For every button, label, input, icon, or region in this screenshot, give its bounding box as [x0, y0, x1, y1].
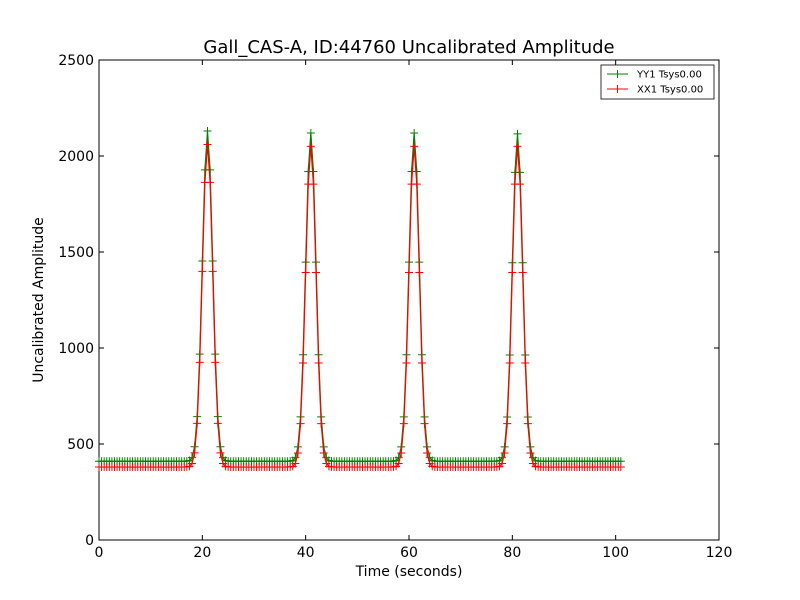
data-point [516, 168, 525, 177]
data-point [521, 358, 530, 367]
data-point [317, 419, 326, 428]
data-point [216, 448, 225, 457]
data-point [513, 129, 522, 138]
data-point [508, 268, 517, 277]
y-tick-label: 2500 [58, 53, 94, 69]
data-point [211, 358, 220, 367]
y-tick-label: 1000 [58, 341, 94, 357]
x-tick-label: 0 [95, 545, 104, 561]
data-point [203, 127, 212, 136]
legend-label-xx1: XX1 Tsys0.00 [637, 85, 703, 96]
x-tick-label: 120 [706, 545, 733, 561]
y-tick-label: 2000 [58, 149, 94, 165]
data-point [206, 178, 215, 187]
legend-label-yy1: YY1 Tsys0.00 [636, 70, 702, 81]
data-point [397, 448, 406, 457]
data-point [299, 358, 308, 367]
x-tick-label: 80 [503, 545, 521, 561]
data-point [503, 419, 512, 428]
y-axis-label: Uncalibrated Amplitude [31, 217, 47, 383]
data-point [399, 419, 408, 428]
data-point [293, 448, 302, 457]
data-point [314, 358, 323, 367]
data-point [412, 167, 421, 176]
series-line [99, 144, 621, 468]
x-axis: 0 20 40 60 80 100 120 [95, 60, 733, 561]
data-point [405, 268, 413, 277]
y-tick-label: 500 [67, 437, 94, 453]
data-point [208, 267, 217, 276]
plot-area [95, 59, 720, 541]
data-point [402, 358, 411, 367]
data-point [291, 459, 300, 468]
plot-frame [98, 59, 720, 541]
legend-marker-yy1 [613, 70, 622, 78]
data-point [312, 268, 320, 277]
data-point [518, 268, 527, 277]
data-point [309, 167, 318, 176]
y-axis: 0 500 1000 1500 2000 2500 [58, 53, 719, 549]
series-xx1 [95, 140, 625, 472]
legend: YY1 Tsys0.00 XX1 Tsys0.00 [600, 64, 715, 100]
data-point [415, 268, 424, 277]
data-point [306, 142, 315, 151]
series-yy1 [95, 127, 625, 466]
data-point [190, 448, 199, 457]
data-point [198, 267, 207, 276]
data-point [296, 419, 305, 428]
data-point [206, 165, 215, 174]
y-tick-label: 0 [85, 533, 94, 549]
x-tick-label: 40 [297, 545, 315, 561]
data-point [498, 459, 506, 468]
data-point [213, 419, 222, 428]
data-point [306, 128, 315, 137]
data-point [309, 180, 318, 189]
chart-title: Gall_CAS-A, ID:44760 Uncalibrated Amplit… [203, 37, 614, 58]
x-tick-label: 20 [193, 545, 211, 561]
data-point [513, 142, 522, 151]
x-tick-label: 100 [602, 545, 629, 561]
x-axis-label: Time (seconds) [355, 564, 463, 580]
data-point [410, 142, 419, 151]
legend-entry-xx1: XX1 Tsys0.00 [607, 85, 703, 96]
data-point [319, 448, 328, 457]
data-point [516, 180, 525, 189]
data-point [193, 419, 202, 428]
legend-marker-xx1 [613, 85, 622, 93]
data-point [616, 463, 625, 472]
data-point [410, 128, 419, 137]
series-layer [95, 127, 625, 472]
data-point [412, 180, 421, 189]
legend-frame [600, 64, 715, 100]
data-point [188, 459, 196, 468]
data-point [195, 358, 204, 367]
legend-entry-yy1: YY1 Tsys0.00 [607, 70, 702, 81]
data-point [423, 448, 432, 457]
data-point [394, 459, 403, 468]
data-point [420, 419, 429, 428]
data-point [526, 448, 535, 457]
data-point [505, 358, 514, 367]
data-point [500, 448, 509, 457]
series-line [99, 131, 621, 462]
x-tick-label: 60 [400, 545, 418, 561]
data-point [203, 140, 212, 149]
data-point [301, 268, 310, 277]
data-point [417, 358, 426, 367]
y-tick-label: 1500 [58, 245, 94, 261]
data-point [523, 419, 532, 428]
